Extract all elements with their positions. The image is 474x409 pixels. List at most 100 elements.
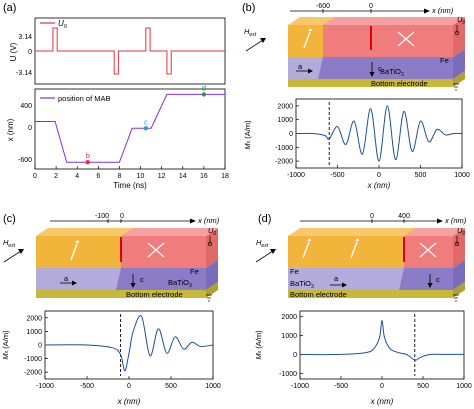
c-xtick-label: -500 xyxy=(80,383,94,390)
b-xtick-label: 0 xyxy=(377,172,381,179)
b-c-label: c xyxy=(378,64,382,73)
d-ytick-label: 1000 xyxy=(281,333,297,340)
c-xtick-label: -1000 xyxy=(36,383,54,390)
a-bottom-position-line xyxy=(35,93,225,163)
c-device xyxy=(3,228,218,302)
panel-d: (d) x (nm) 0 400 xyxy=(254,213,472,406)
d-xtick-label: 500 xyxy=(417,383,429,390)
d-bto-label: BaTiO3 xyxy=(290,279,314,290)
a-xtick-label: 18 xyxy=(221,173,229,180)
panel-c-label: (c) xyxy=(3,213,16,225)
panel-a: (a) U 0 U (V) 3.14 0 -3.14 position of M… xyxy=(3,2,229,190)
d-xtick-label: -1000 xyxy=(291,383,309,390)
a-bottom-ytick-3: -600 xyxy=(18,157,32,164)
b-xtick-label: -500 xyxy=(330,172,344,179)
a-top-legend-sub: 0 xyxy=(64,24,67,30)
a-marker-c xyxy=(143,126,149,131)
a-bottom-ylabel: x (nm) xyxy=(6,118,15,141)
b-xtick-label: 1000 xyxy=(454,172,470,179)
d-device xyxy=(255,228,465,302)
b-xtick-label: -1000 xyxy=(287,172,305,179)
b-mx-curve xyxy=(295,105,463,162)
d-axis-tick-1: 0 xyxy=(370,213,374,220)
b-ytick-label: 2000 xyxy=(277,103,293,110)
d-mx-curve xyxy=(299,319,464,361)
c-ytick-label: 2000 xyxy=(26,315,42,322)
a-top-ytick-3: -3.14 xyxy=(16,70,32,77)
panel-b: (b) x (nm) -600 0 xyxy=(242,2,470,190)
d-xtick-label: -500 xyxy=(334,383,348,390)
b-a-label: a xyxy=(298,62,303,71)
panel-b-label: (b) xyxy=(242,2,255,14)
panel-c: (c) x (nm) -100 0 xyxy=(1,213,221,406)
c-electrode-label: Bottom electrode xyxy=(126,290,183,299)
a-xtick-label: 6 xyxy=(96,173,100,180)
c-mx-curve xyxy=(44,315,214,372)
a-xtick-label: 2 xyxy=(54,173,58,180)
d-ytick-label: -1000 xyxy=(279,371,297,378)
b-ytick-label: 0 xyxy=(289,131,293,138)
c-xtick-label: 500 xyxy=(165,383,177,390)
c-xtick-label: 1000 xyxy=(205,383,221,390)
b-bto-label: BaTiO3 xyxy=(380,67,404,78)
b-xticks: -1000 -500 0 500 1000 xyxy=(287,165,470,179)
b-plot-frame xyxy=(295,98,463,169)
d-yticks: 2000 1000 0 -1000 xyxy=(279,314,303,378)
b-axis-tick-2: 0 xyxy=(369,3,373,10)
a-bottom-markers: b c d xyxy=(85,83,207,165)
c-xlabel: x (nm) xyxy=(117,397,141,406)
b-xlabel: x (nm) xyxy=(367,181,391,190)
c-xtick-label: 0 xyxy=(127,383,131,390)
d-u0: U0 xyxy=(457,226,465,237)
a-xticks: 0 2 4 6 8 10 12 14 16 18 xyxy=(33,166,229,180)
b-ytick-label: -2000 xyxy=(275,159,293,166)
a-top-legend-text: U xyxy=(58,19,64,28)
a-xtick-label: 0 xyxy=(33,173,37,180)
d-xtick-label: 1000 xyxy=(456,383,472,390)
c-ytick-label: -2000 xyxy=(24,370,42,377)
d-axis-label: x (nm) xyxy=(444,216,467,225)
b-axis-label: x (nm) xyxy=(431,6,454,15)
d-electrode-label: Bottom electrode xyxy=(290,290,347,299)
c-ytick-label: -1000 xyxy=(24,356,42,363)
a-bottom-ytick-2: 0 xyxy=(28,125,32,132)
a-top-voltage-line xyxy=(35,27,225,75)
c-c-label: c xyxy=(140,275,144,284)
b-ylabel: Mx (A/m) xyxy=(243,120,252,150)
b-hext: Hext xyxy=(244,27,257,38)
d-ylabel: Mx (A/m) xyxy=(254,330,263,360)
b-ytick-label: 1000 xyxy=(277,117,293,124)
b-xtick-label: 500 xyxy=(415,172,427,179)
d-xlabel: x (nm) xyxy=(370,397,394,406)
d-ytick-label: 0 xyxy=(293,352,297,359)
d-axis-arrowhead xyxy=(437,218,443,224)
a-marker-label-c: c xyxy=(144,117,148,126)
b-u0: U0 xyxy=(457,15,465,26)
d-ytick-label: 2000 xyxy=(281,314,297,321)
a-top-ytick-1: 3.14 xyxy=(18,34,32,41)
c-ytick-label: 0 xyxy=(38,343,42,350)
c-ytick-label: 1000 xyxy=(26,329,42,336)
d-xtick-label: 0 xyxy=(380,383,384,390)
a-marker-label-b: b xyxy=(86,151,90,160)
a-xtick-label: 8 xyxy=(117,173,121,180)
b-fe-label: Fe xyxy=(440,56,449,65)
a-xtick-label: 10 xyxy=(137,173,145,180)
c-axis-arrowhead xyxy=(190,218,196,224)
a-bottom-frame xyxy=(34,88,226,170)
c-axis-tick-2: 0 xyxy=(120,213,124,220)
a-bottom-legend: position of MAB xyxy=(40,94,111,103)
a-xlabel: Time (ns) xyxy=(113,181,147,190)
a-top-ylabel: U (V) xyxy=(9,42,18,61)
a-marker-d xyxy=(201,92,207,97)
b-axis-arrowhead xyxy=(424,8,430,14)
c-xticks: -1000 -500 0 500 1000 xyxy=(36,376,221,390)
b-yticks: 2000 1000 0 -1000 -2000 xyxy=(275,103,299,166)
c-a-label: a xyxy=(64,274,69,283)
a-bottom-legend-text: position of MAB xyxy=(58,94,111,103)
c-hext: Hext xyxy=(3,238,16,249)
panel-a-label: (a) xyxy=(3,2,16,14)
b-axis-tick-1: -600 xyxy=(316,3,330,10)
b-device xyxy=(245,17,465,91)
